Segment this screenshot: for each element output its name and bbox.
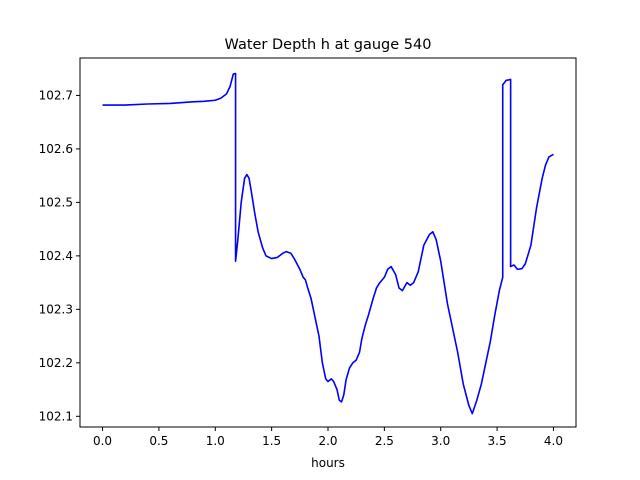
y-tick-label: 102.2 <box>39 356 73 370</box>
x-tick-label: 3.5 <box>488 434 507 448</box>
x-tick-label: 1.0 <box>206 434 225 448</box>
x-tick-label: 4.0 <box>544 434 563 448</box>
series-line-0 <box>102 72 554 415</box>
y-tick-label: 102.1 <box>39 409 73 423</box>
x-tick-label: 2.5 <box>375 434 394 448</box>
y-tick-label: 102.6 <box>39 142 73 156</box>
x-axis-label: hours <box>311 456 345 470</box>
x-tick-label: 0.0 <box>93 434 112 448</box>
x-tick-label: 1.5 <box>262 434 281 448</box>
y-axis: 102.1 102.2 102.3 102.4 102.5 102.6 102.7 <box>39 88 80 423</box>
x-tick-label: 3.0 <box>431 434 450 448</box>
y-tick-label: 102.3 <box>39 302 73 316</box>
x-tick-label: 0.5 <box>149 434 168 448</box>
y-tick-label: 102.5 <box>39 195 73 209</box>
x-axis: 0.0 0.5 1.0 1.5 2.0 2.5 3.0 3.5 4.0 <box>93 427 563 448</box>
y-tick-label: 102.7 <box>39 88 73 102</box>
x-tick-label: 2.0 <box>318 434 337 448</box>
chart-title: Water Depth h at gauge 540 <box>225 37 432 53</box>
plot-area <box>102 72 554 415</box>
plot-frame <box>79 57 577 428</box>
y-tick-label: 102.4 <box>39 249 73 263</box>
